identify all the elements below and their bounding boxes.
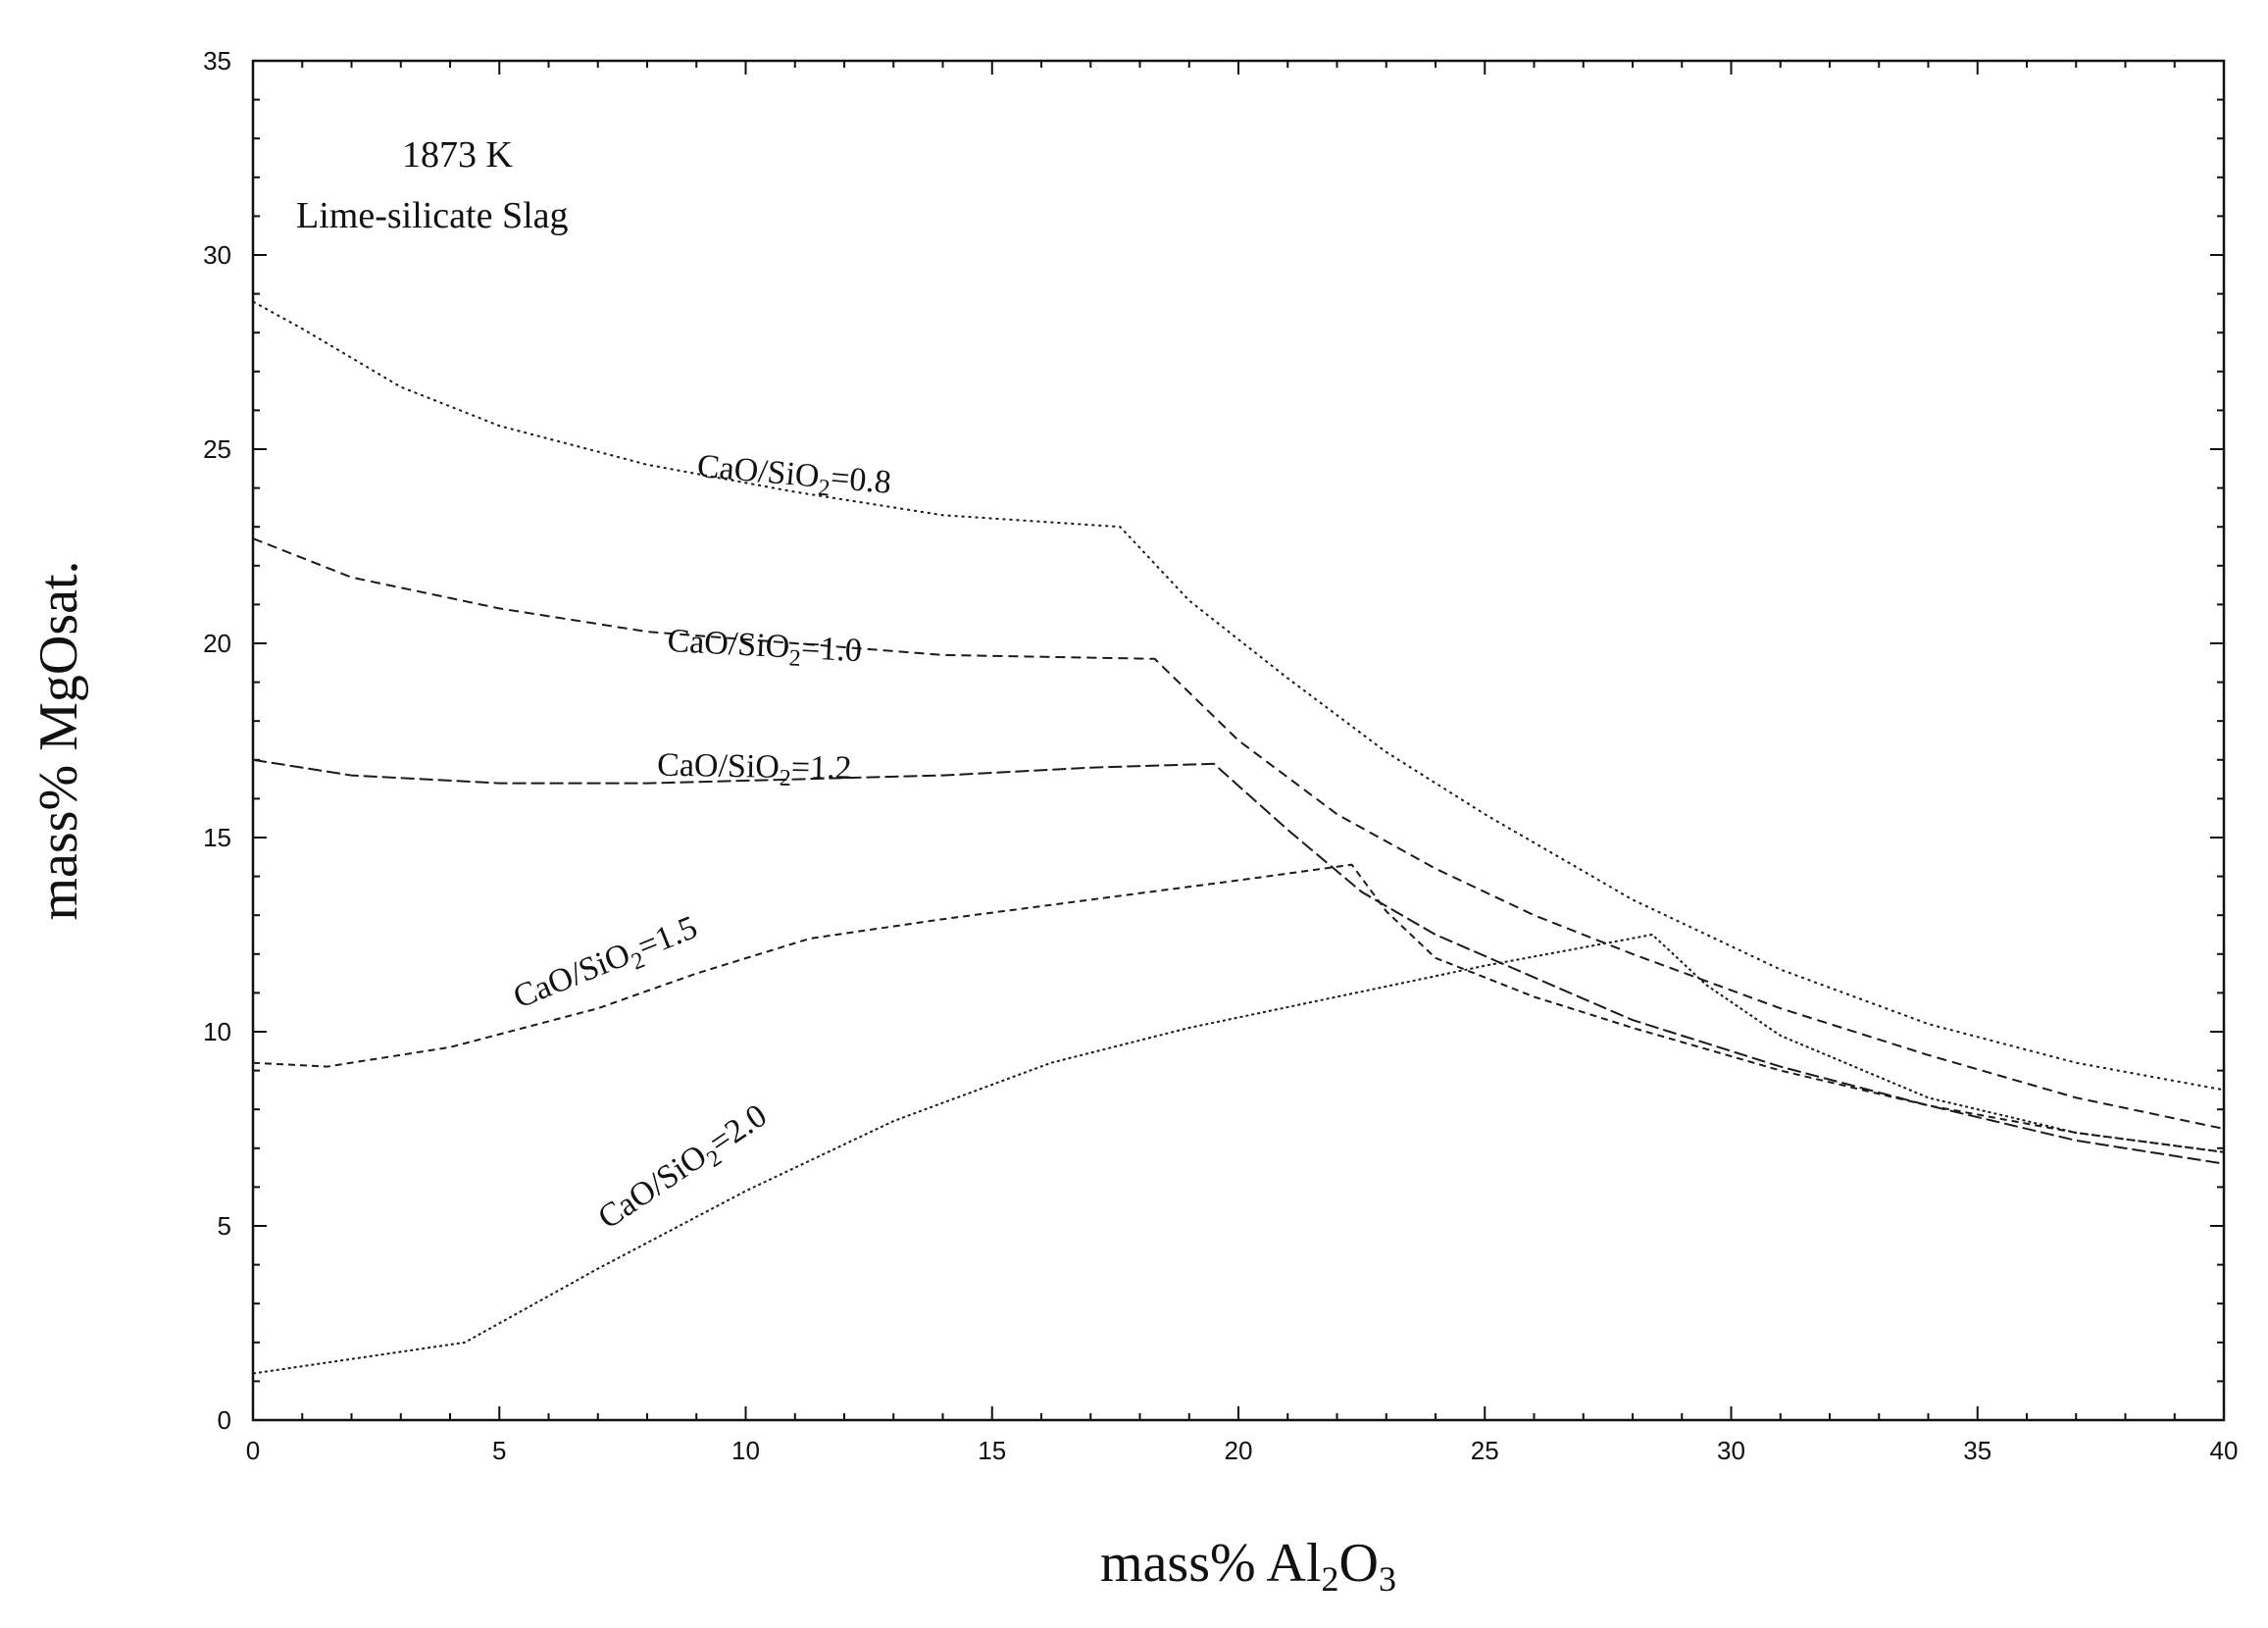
y-tick-label: 20 bbox=[203, 629, 231, 658]
series-label-text: CaO/SiO bbox=[508, 937, 634, 1016]
series-label-subscript: 2 bbox=[817, 476, 831, 502]
series-label-value: =1.5 bbox=[632, 909, 702, 965]
y-tick-label: 0 bbox=[218, 1405, 231, 1435]
plot-frame bbox=[251, 59, 2226, 1422]
series-line-15 bbox=[252, 863, 2225, 1153]
series-label-text: CaO/SiO bbox=[657, 747, 780, 786]
x-tick-label: 30 bbox=[1717, 1436, 1745, 1465]
series-label: CaO/SiO2=1.5 bbox=[508, 909, 704, 1021]
y-tick-label: 5 bbox=[218, 1211, 231, 1241]
x-tick-label: 0 bbox=[246, 1436, 260, 1465]
series-label-value: =0.8 bbox=[830, 460, 893, 501]
x-tick-label: 40 bbox=[2210, 1436, 2239, 1465]
series-labels: CaO/SiO2=0.8CaO/SiO2=1.0CaO/SiO2=1.2CaO/… bbox=[508, 448, 892, 1242]
x-tick-label: 35 bbox=[1963, 1436, 1991, 1465]
axis-ticks bbox=[252, 60, 2225, 1421]
x-tick-label: 5 bbox=[492, 1436, 506, 1465]
series-label-text: CaO/SiO bbox=[667, 623, 790, 665]
series-label-text: CaO/SiO bbox=[696, 448, 821, 495]
series-line-10 bbox=[252, 537, 2225, 1130]
x-axis-title-mid: O bbox=[1339, 1533, 1379, 1594]
series-label: CaO/SiO2=0.8 bbox=[695, 448, 892, 507]
y-tick-label: 25 bbox=[203, 434, 231, 464]
y-tick-label: 35 bbox=[203, 46, 231, 76]
series-label-value: =1.2 bbox=[791, 749, 852, 787]
series-label-subscript: 2 bbox=[788, 645, 801, 672]
series-line-20 bbox=[252, 933, 2225, 1375]
slag-type-annotation: Lime-silicate Slag bbox=[296, 195, 569, 236]
temperature-annotation: 1873 K bbox=[402, 134, 514, 176]
x-tick-label: 25 bbox=[1471, 1436, 1499, 1465]
series-label: CaO/SiO2=1.2 bbox=[657, 747, 852, 792]
x-tick-label: 20 bbox=[1225, 1436, 1253, 1465]
series-lines bbox=[252, 300, 2225, 1375]
x-axis-title-sub1: 2 bbox=[1322, 1559, 1339, 1599]
series-label-value: =1.0 bbox=[800, 630, 863, 669]
x-axis-title-sub2: 3 bbox=[1379, 1559, 1396, 1599]
plot-border bbox=[251, 59, 2226, 1422]
x-axis-title: mass% Al2O3 bbox=[1100, 1533, 1396, 1599]
series-line-12 bbox=[252, 758, 2225, 1165]
y-tick-label: 15 bbox=[203, 823, 231, 852]
series-label: CaO/SiO2=1.0 bbox=[666, 623, 862, 675]
series-label: CaO/SiO2=2.0 bbox=[592, 1097, 778, 1242]
series-label-text: CaO/SiO bbox=[592, 1138, 714, 1236]
x-tick-label: 15 bbox=[978, 1436, 1006, 1465]
x-tick-label: 10 bbox=[731, 1436, 760, 1465]
x-axis-title-prefix: mass% Al bbox=[1100, 1533, 1322, 1594]
series-line-08 bbox=[252, 300, 2225, 1092]
y-tick-label: 30 bbox=[203, 240, 231, 270]
y-tick-label: 10 bbox=[203, 1017, 231, 1046]
y-axis-title: mass% MgOsat. bbox=[28, 560, 89, 920]
series-label-subscript: 2 bbox=[779, 766, 790, 791]
tick-labels: 0 5 10 15 20 25 30 35 40 0 5 10 15 20 25 30 35 bbox=[203, 46, 2238, 1465]
